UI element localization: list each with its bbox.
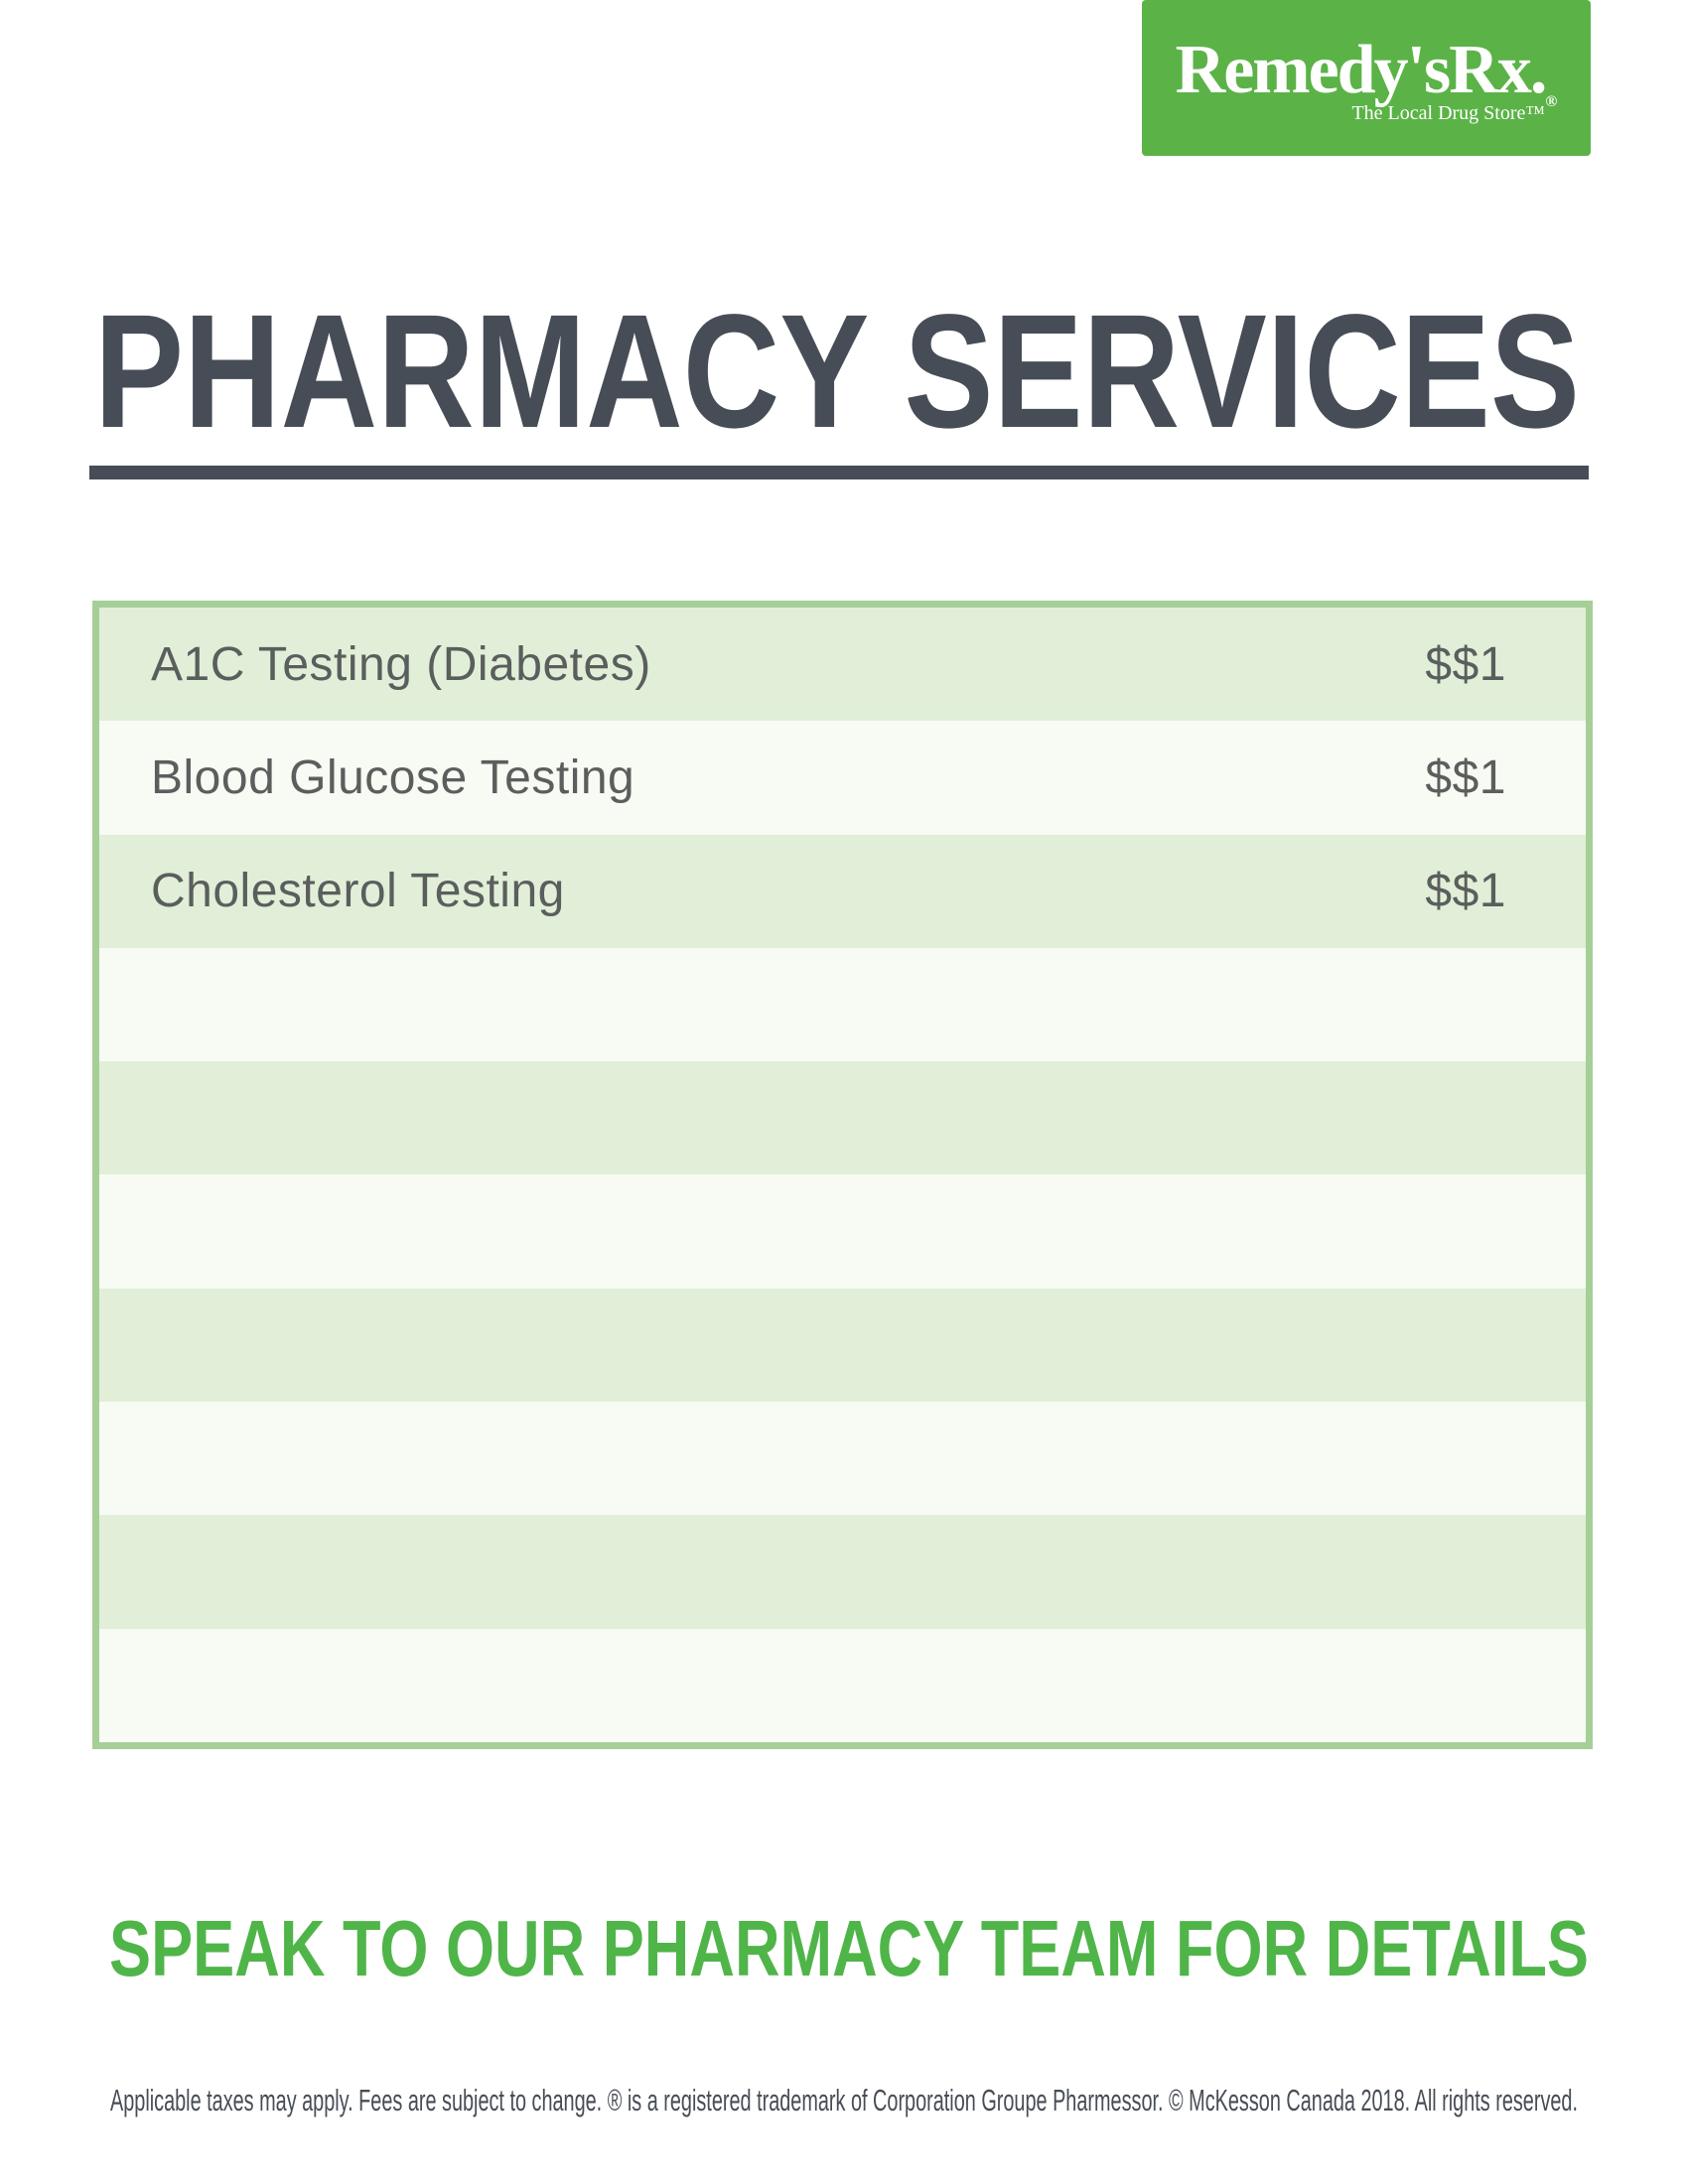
- logo-wordmark-text: Remedy'sRx.: [1175, 31, 1548, 108]
- service-price: $$1: [1425, 865, 1506, 918]
- service-price: $$1: [1425, 637, 1506, 691]
- table-row: Cholesterol Testing $$1: [99, 834, 1586, 948]
- service-label: A1C Testing (Diabetes): [151, 637, 651, 691]
- cta-block: SPEAK TO OUR PHARMACY TEAM FOR DETAILS: [109, 1906, 1589, 1992]
- service-label: Cholesterol Testing: [151, 865, 565, 918]
- services-table: A1C Testing (Diabetes) $$1 Blood Glucose…: [92, 601, 1593, 1749]
- table-row: [99, 1288, 1586, 1403]
- table-row: [99, 1628, 1586, 1742]
- table-row: [99, 1515, 1586, 1629]
- table-row: [99, 947, 1586, 1062]
- logo-tagline: The Local Drug Store™: [1351, 101, 1545, 124]
- title-underline-rule: [89, 466, 1589, 479]
- table-row: A1C Testing (Diabetes) $$1: [99, 608, 1586, 722]
- table-row: [99, 1061, 1586, 1175]
- page-title: PHARMACY SERVICES: [94, 296, 1580, 445]
- footer-block: Applicable taxes may apply. Fees are sub…: [110, 2083, 1578, 2117]
- registered-trademark-icon: ®: [1545, 92, 1558, 110]
- table-row: Blood Glucose Testing $$1: [99, 721, 1586, 835]
- footer-legal-text: Applicable taxes may apply. Fees are sub…: [110, 2083, 1578, 2117]
- service-label: Blood Glucose Testing: [151, 751, 635, 804]
- logo-wordmark: Remedy'sRx.®: [1176, 35, 1558, 110]
- table-row: [99, 1402, 1586, 1516]
- cta-text: SPEAK TO OUR PHARMACY TEAM FOR DETAILS: [109, 1906, 1589, 1992]
- service-price: $$1: [1425, 751, 1506, 804]
- remedysrx-logo: Remedy'sRx.® The Local Drug Store™: [1142, 0, 1591, 156]
- table-row: [99, 1174, 1586, 1289]
- page-title-block: PHARMACY SERVICES: [94, 296, 1580, 445]
